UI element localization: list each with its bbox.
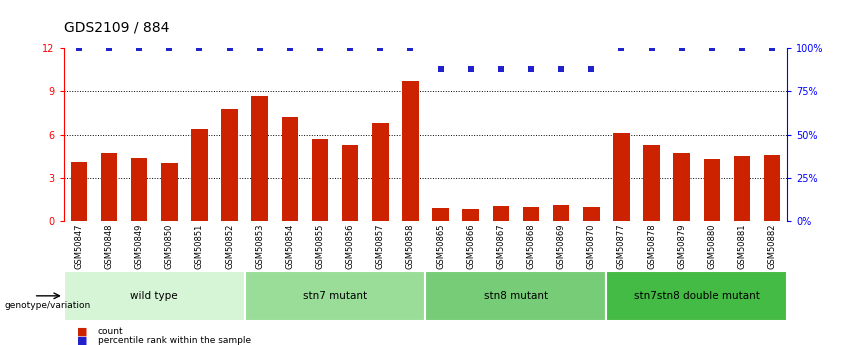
Bar [64,271,245,321]
Point [524,66,538,72]
Point [675,46,688,51]
Point [313,46,327,51]
Bar [432,208,448,221]
Bar [342,145,358,221]
Bar [161,163,178,221]
Point [102,46,116,51]
Bar [643,145,660,221]
Point [705,46,718,51]
Text: GSM50868: GSM50868 [527,223,535,269]
Text: GSM50852: GSM50852 [226,223,234,269]
Text: GSM50851: GSM50851 [195,223,204,269]
Bar [493,206,509,221]
Point [765,46,779,51]
Point [283,46,297,51]
Point [735,46,749,51]
Bar [71,162,87,221]
Bar [100,153,117,221]
Text: stn7stn8 double mutant: stn7stn8 double mutant [634,291,760,301]
Point [192,46,206,51]
Text: GSM50882: GSM50882 [768,223,777,269]
Text: GDS2109 / 884: GDS2109 / 884 [64,20,169,34]
Point [163,46,176,51]
Text: GSM50855: GSM50855 [316,223,324,269]
Text: GSM50857: GSM50857 [376,223,385,269]
Point [614,46,628,51]
Point [464,66,477,72]
Point [343,46,357,51]
Text: GSM50850: GSM50850 [165,223,174,269]
Bar [583,207,600,221]
Text: count: count [98,327,123,336]
Bar [221,109,238,221]
Text: genotype/variation: genotype/variation [4,301,90,310]
Bar [553,205,569,221]
Bar [251,96,268,221]
Text: ■: ■ [77,327,87,337]
Text: GSM50880: GSM50880 [707,223,717,269]
Point [72,46,86,51]
Text: GSM50847: GSM50847 [74,223,83,269]
Text: GSM50878: GSM50878 [647,223,656,269]
Point [434,66,448,72]
Text: GSM50848: GSM50848 [105,223,113,269]
Text: GSM50856: GSM50856 [346,223,355,269]
Bar [523,207,540,221]
Text: percentile rank within the sample: percentile rank within the sample [98,336,251,345]
Text: GSM50870: GSM50870 [587,223,596,269]
Point [494,66,508,72]
Bar [734,156,751,221]
Text: GSM50877: GSM50877 [617,223,625,269]
Point [585,66,598,72]
Text: GSM50849: GSM50849 [134,223,144,269]
Text: GSM50854: GSM50854 [285,223,294,269]
Point [374,46,387,51]
Text: GSM50858: GSM50858 [406,223,415,269]
Bar [311,139,328,221]
Text: GSM50853: GSM50853 [255,223,264,269]
Bar [613,133,630,221]
Text: GSM50866: GSM50866 [466,223,475,269]
Bar [245,271,426,321]
Text: GSM50869: GSM50869 [557,223,566,269]
Text: stn7 mutant: stn7 mutant [303,291,367,301]
Bar [764,155,780,221]
Bar [673,153,690,221]
Text: ■: ■ [77,336,87,345]
Bar [704,159,720,221]
Text: GSM50867: GSM50867 [496,223,505,269]
Text: GSM50881: GSM50881 [738,223,746,269]
Point [223,46,237,51]
Text: wild type: wild type [130,291,178,301]
Point [645,46,659,51]
Text: GSM50879: GSM50879 [677,223,686,269]
Bar [191,129,208,221]
Bar [282,117,298,221]
Bar [606,271,787,321]
Point [133,46,146,51]
Point [554,66,568,72]
Bar [462,209,479,221]
Text: GSM50865: GSM50865 [436,223,445,269]
Point [253,46,266,51]
Bar [426,271,606,321]
Bar [131,158,147,221]
Bar [403,81,419,221]
Text: stn8 mutant: stn8 mutant [484,291,548,301]
Point [403,46,417,51]
Bar [372,123,389,221]
